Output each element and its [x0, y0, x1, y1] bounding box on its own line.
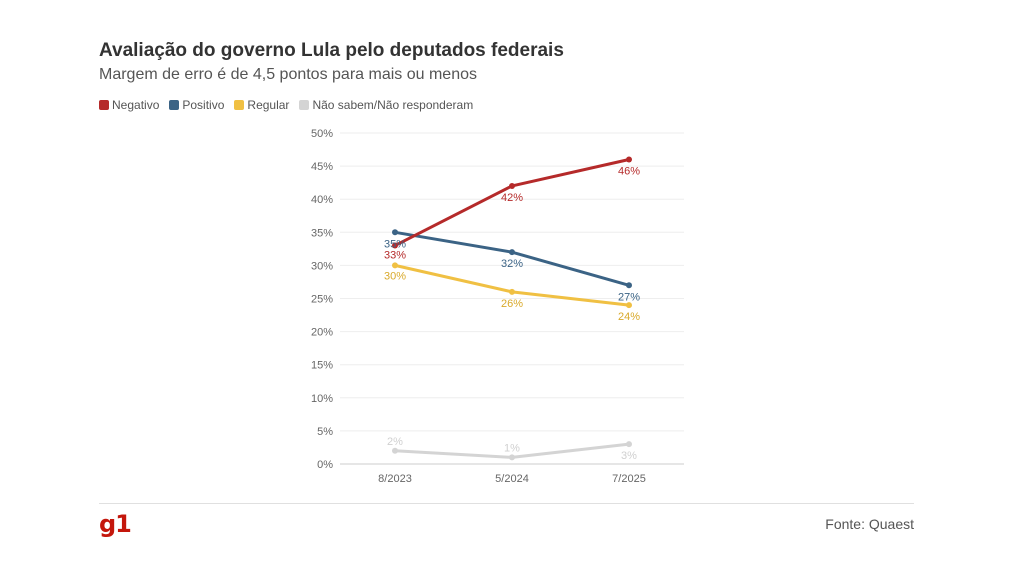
legend-item-regular: Regular [234, 98, 289, 112]
data-label: 26% [501, 298, 523, 310]
x-tick-label: 8/2023 [378, 473, 412, 485]
data-point [392, 447, 398, 454]
data-point [509, 249, 515, 256]
data-point [626, 441, 632, 448]
source-note: Fonte: Quaest [825, 516, 914, 532]
data-point [509, 288, 515, 295]
g1-logo: g1 [99, 510, 132, 538]
y-tick-label: 30% [311, 260, 333, 272]
y-tick-label: 20% [311, 327, 333, 339]
data-label: 30% [384, 270, 406, 282]
y-tick-label: 15% [311, 360, 333, 372]
data-label: 3% [621, 450, 637, 462]
legend-label-negativo: Negativo [112, 98, 160, 112]
y-tick-label: 35% [311, 227, 333, 239]
line-chart: 0% 5% 10% 15% 20% 25% 30% 35% 40% 45% 50% 8/2023 5/2… [311, 128, 684, 485]
y-tick-label: 0% [317, 459, 333, 471]
data-label: 46% [618, 165, 640, 177]
x-tick-label: 5/2024 [495, 473, 529, 485]
legend: Negativo Positivo Regular Não sabem/Não … [99, 98, 473, 112]
data-label: 1% [504, 442, 520, 454]
data-label: 24% [618, 311, 640, 323]
data-point [626, 282, 632, 289]
y-tick-label: 10% [311, 393, 333, 405]
data-label: 32% [501, 258, 523, 270]
data-label: 2% [387, 436, 403, 448]
x-tick-label: 7/2025 [612, 473, 646, 485]
y-tick-label: 5% [317, 426, 333, 438]
legend-label-nao-sabem: Não sabem/Não responderam [312, 98, 474, 112]
data-point [626, 302, 632, 309]
data-label: 42% [501, 192, 523, 204]
legend-swatch-regular [234, 100, 245, 110]
footer-divider [99, 503, 914, 504]
legend-label-regular: Regular [247, 98, 290, 112]
data-label: 27% [618, 291, 640, 303]
chart-title: Avaliação do governo Lula pelo deputados… [99, 40, 564, 61]
y-tick-label: 50% [311, 128, 333, 140]
data-point [392, 262, 398, 269]
legend-item-nao-sabem: Não sabem/Não responderam [299, 98, 473, 112]
legend-item-negativo: Negativo [99, 98, 159, 112]
y-tick-label: 40% [311, 194, 333, 206]
data-point [392, 242, 398, 249]
data-point [509, 454, 515, 461]
data-point [392, 229, 398, 236]
legend-swatch-negativo [99, 100, 109, 110]
legend-item-positivo: Positivo [169, 98, 224, 112]
data-point [509, 182, 515, 189]
chart-subtitle: Margem de erro é de 4,5 pontos para mais… [99, 66, 477, 83]
data-label: 33% [384, 250, 406, 262]
data-point [626, 156, 632, 163]
data-label: 35% [384, 238, 406, 250]
legend-swatch-nao-sabem [299, 100, 310, 110]
legend-swatch-positivo [169, 100, 180, 110]
legend-label-positivo: Positivo [182, 98, 225, 112]
y-tick-label: 45% [311, 161, 333, 173]
y-tick-label: 25% [311, 294, 333, 306]
